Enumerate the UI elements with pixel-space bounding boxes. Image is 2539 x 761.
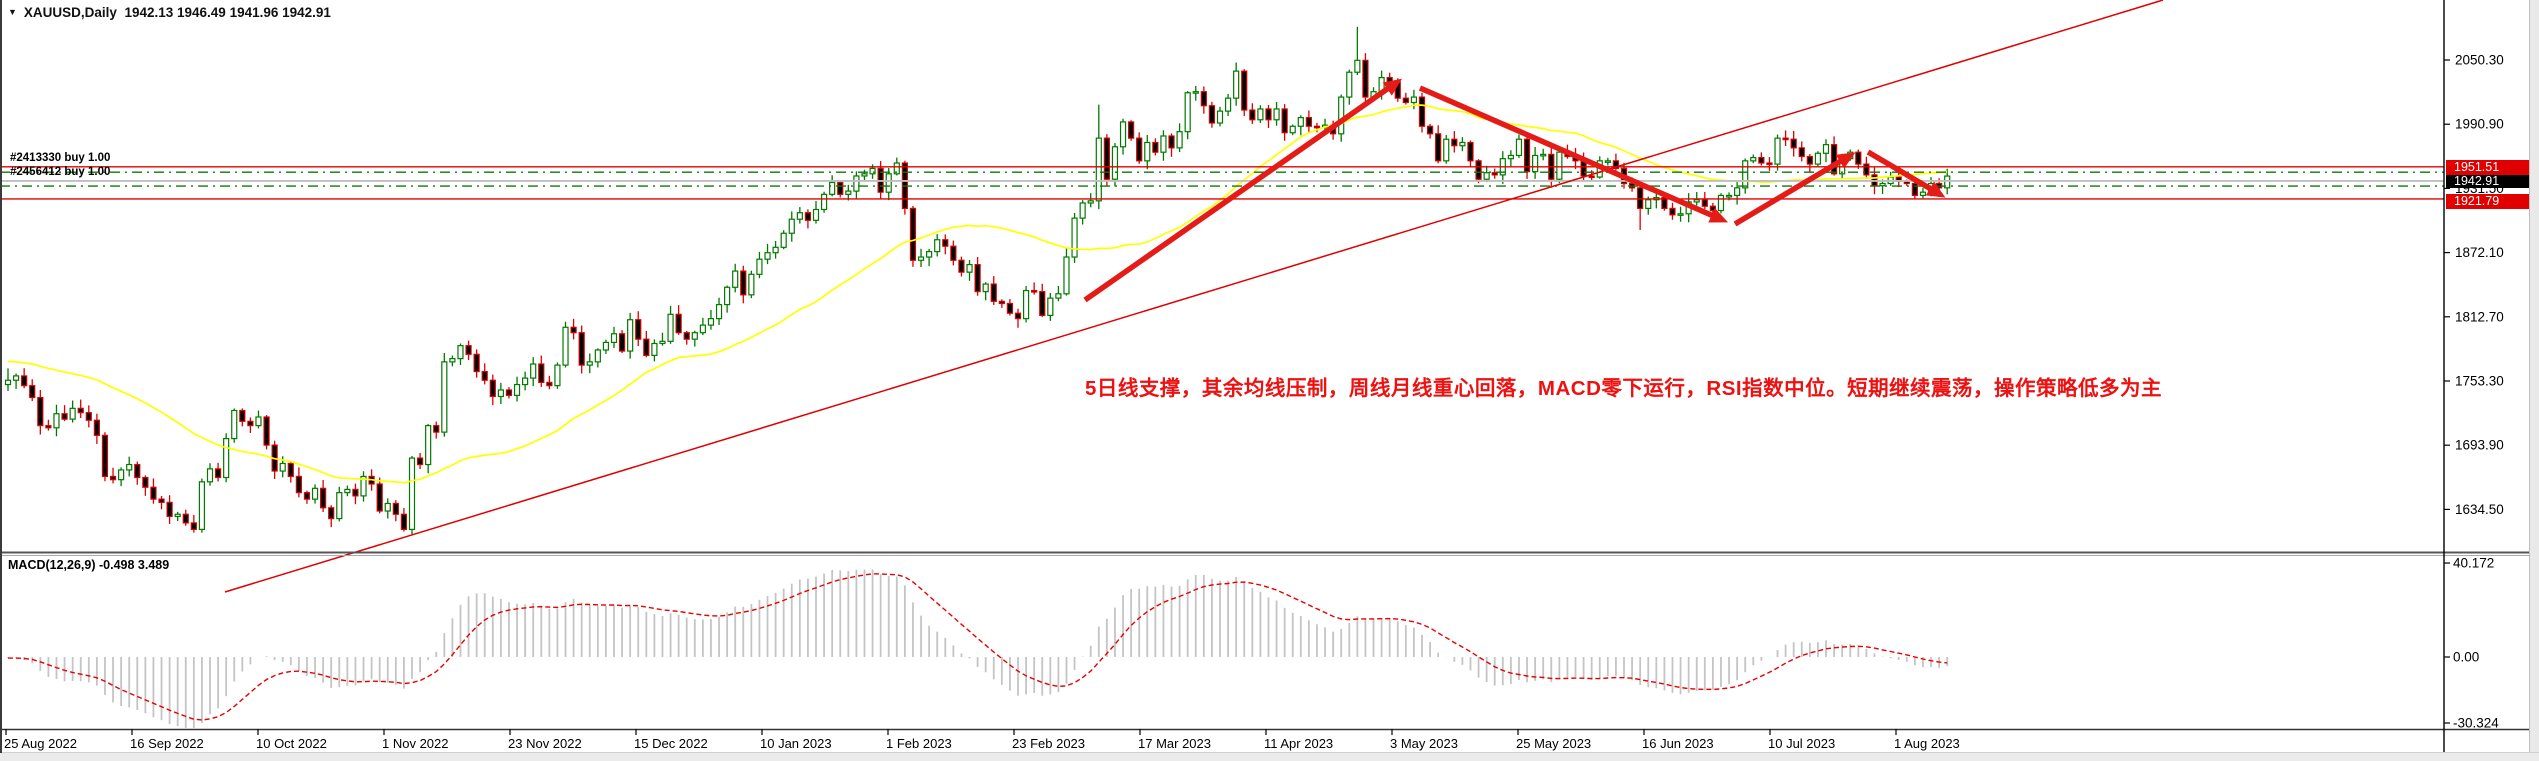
price-axis-tick-label: 1634.50 [2455, 502, 2504, 517]
time-axis-label: 11 Apr 2023 [1264, 736, 1333, 751]
time-axis-label: 10 Oct 2022 [256, 736, 327, 751]
time-axis-label: 16 Jun 2023 [1642, 736, 1714, 751]
time-axis-label: 23 Feb 2023 [1012, 736, 1085, 751]
symbol-dropdown-icon[interactable]: ▼ [8, 7, 17, 17]
time-axis-label: 15 Dec 2022 [634, 736, 708, 751]
open-order-label-1: #2413330 buy 1.00 [10, 152, 111, 164]
price-axis-tick-label: 1753.30 [2455, 373, 2504, 388]
current-price-badge: 1942.91 [2446, 175, 2538, 188]
price-axis-tick-label: 1812.70 [2455, 309, 2504, 324]
price-axis-tick-label: 1872.10 [2455, 245, 2504, 260]
time-axis-label: 1 Nov 2022 [382, 736, 449, 751]
symbol-name: XAUUSD,Daily [23, 5, 117, 20]
time-axis-label: 10 Jan 2023 [760, 736, 832, 751]
macd-axis-tick-label: 40.172 [2453, 556, 2494, 571]
symbol-title[interactable]: ▼ XAUUSD,Daily 1942.13 1946.49 1941.96 19… [8, 5, 331, 20]
time-axis-label: 25 Aug 2022 [4, 736, 77, 751]
window-right-scroll-strip[interactable] [2529, 0, 2539, 761]
price-line-badge-upper: 1951.51 [2446, 160, 2538, 175]
time-axis-label: 10 Jul 2023 [1768, 736, 1835, 751]
price-axis-tick-label: 1990.90 [2455, 117, 2504, 132]
time-axis-label: 3 May 2023 [1390, 736, 1458, 751]
symbol-ohlc: 1942.13 1946.49 1941.96 1942.91 [124, 5, 331, 20]
price-axis-tick-label: 1693.90 [2455, 438, 2504, 453]
time-axis-label: 1 Aug 2023 [1894, 736, 1960, 751]
time-axis-label: 23 Nov 2022 [508, 736, 582, 751]
time-axis-label: 17 Mar 2023 [1138, 736, 1211, 751]
macd-axis-tick-label: 0.00 [2453, 650, 2479, 665]
price-axis-tick-label: 2050.30 [2455, 53, 2504, 68]
analysis-annotation-text: 5日线支撑，其余均线压制，周线月线重心回落，MACD零下运行，RSI指数中位。短… [1085, 377, 2163, 400]
open-order-label-2: #2456412 buy 1.00 [10, 166, 111, 178]
time-axis-label: 25 May 2023 [1516, 736, 1591, 751]
time-axis-label: 16 Sep 2022 [130, 736, 204, 751]
window-bottom-strip[interactable] [0, 752, 2539, 761]
macd-indicator-label: MACD(12,26,9) -0.498 3.489 [8, 558, 170, 572]
time-axis-label: 1 Feb 2023 [886, 736, 952, 751]
window-left-border [0, 0, 2, 753]
price-line-badge-lower: 1921.79 [2446, 194, 2538, 209]
macd-axis-tick-label: -30.324 [2453, 716, 2499, 731]
